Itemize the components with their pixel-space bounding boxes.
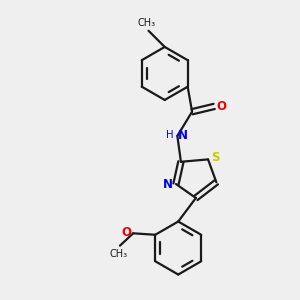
Text: O: O bbox=[122, 226, 132, 239]
Text: N: N bbox=[163, 178, 173, 190]
Text: S: S bbox=[211, 151, 220, 164]
Text: H: H bbox=[166, 130, 174, 140]
Text: O: O bbox=[217, 100, 226, 113]
Text: N: N bbox=[178, 129, 188, 142]
Text: CH₃: CH₃ bbox=[110, 249, 128, 259]
Text: CH₃: CH₃ bbox=[137, 18, 155, 28]
